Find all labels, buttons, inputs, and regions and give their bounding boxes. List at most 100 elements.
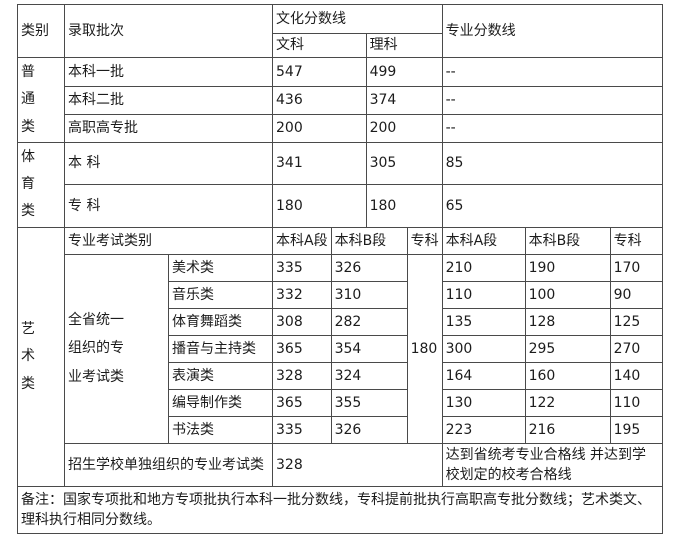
table-row: 普通类 本科一批 547 499 -- bbox=[17, 57, 663, 143]
batch-label: 专 科 bbox=[64, 184, 273, 228]
score: 355 bbox=[330, 388, 408, 417]
score: 326 bbox=[330, 415, 408, 444]
exam-group-provincial-text: 全省统一组织的专业考试类 bbox=[68, 311, 124, 386]
score: 300 bbox=[441, 334, 526, 363]
score-science: 305 bbox=[365, 141, 443, 186]
score-science: 499 bbox=[365, 57, 443, 87]
score: 223 bbox=[441, 415, 526, 444]
batch-label: 本科二批 bbox=[64, 85, 273, 115]
major-line-requirement: 达到省统考专业合格线 并达到学校划定的校考合格线 bbox=[441, 442, 663, 488]
header-culture-score-line: 文化分数线 bbox=[272, 4, 443, 34]
score: 324 bbox=[330, 361, 408, 390]
score: 122 bbox=[524, 388, 611, 417]
score: 310 bbox=[330, 280, 408, 309]
score-liberal: 341 bbox=[272, 141, 367, 186]
score: 100 bbox=[524, 280, 611, 309]
header-zhuanke-culture: 专科 bbox=[406, 226, 443, 255]
header-science: 理科 bbox=[365, 33, 443, 58]
table-row: 表演类 328 324 164 160 140 bbox=[18, 361, 663, 390]
score: 125 bbox=[609, 307, 663, 336]
score: 270 bbox=[609, 334, 663, 363]
exam-type-label: 播音与主持类 bbox=[168, 334, 273, 363]
table-row: 高职高专批 200 200 -- bbox=[18, 113, 663, 143]
score: 308 bbox=[272, 307, 332, 336]
table-row: 类别 录取批次 文化分数线 专业分数线 bbox=[17, 4, 663, 58]
table-row: 体育舞蹈类 308 282 135 128 125 bbox=[18, 307, 663, 336]
remark: 备注：国家专项批和地方专项批执行本科一批分数线，专科提前批执行高职高专批分数线；… bbox=[17, 486, 663, 534]
header-zhuanke-major: 专科 bbox=[609, 226, 663, 255]
score: 295 bbox=[524, 334, 611, 363]
header-benke-b-culture: 本科B段 bbox=[330, 226, 408, 255]
score-liberal: 200 bbox=[272, 113, 367, 143]
exam-type-label: 书法类 bbox=[168, 415, 273, 444]
score: 335 bbox=[272, 415, 332, 444]
score-major: -- bbox=[441, 85, 663, 115]
batch-label: 本 科 bbox=[64, 141, 273, 186]
score-science: 374 bbox=[365, 85, 443, 115]
table-row: 本科二批 436 374 -- bbox=[18, 85, 663, 115]
score: 354 bbox=[330, 334, 408, 363]
category-general: 普通类 bbox=[17, 57, 65, 143]
table-row: 体育类 本 科 341 305 85 bbox=[17, 141, 663, 228]
score-liberal: 547 bbox=[272, 57, 367, 87]
header-benke-a-culture: 本科A段 bbox=[272, 226, 332, 255]
score-science: 180 bbox=[365, 184, 443, 228]
score-zhuanke-merged: 180 bbox=[406, 253, 443, 444]
score-science: 200 bbox=[365, 113, 443, 143]
score-major: -- bbox=[441, 57, 663, 87]
score: 130 bbox=[441, 388, 526, 417]
table-row: 专 科 180 180 65 bbox=[18, 184, 663, 228]
category-general-text: 普通类 bbox=[21, 64, 35, 135]
score: 110 bbox=[609, 388, 663, 417]
category-sports-text: 体育类 bbox=[21, 148, 35, 220]
exam-type-label: 美术类 bbox=[168, 253, 273, 282]
table-row: 播音与主持类 365 354 300 295 270 bbox=[18, 334, 663, 363]
score-liberal: 436 bbox=[272, 85, 367, 115]
header-exam-type: 专业考试类别 bbox=[64, 226, 273, 255]
score: 164 bbox=[441, 361, 526, 390]
score: 365 bbox=[272, 334, 332, 363]
score: 216 bbox=[524, 415, 611, 444]
score: 90 bbox=[609, 280, 663, 309]
exam-type-label: 表演类 bbox=[168, 361, 273, 390]
score-liberal: 180 bbox=[272, 184, 367, 228]
score: 195 bbox=[609, 415, 663, 444]
score: 282 bbox=[330, 307, 408, 336]
header-benke-a-major: 本科A段 bbox=[441, 226, 526, 255]
category-arts: 艺术类 bbox=[17, 226, 65, 488]
score: 328 bbox=[272, 361, 332, 390]
score-table-body: 类别 录取批次 文化分数线 专业分数线 文科 理科 普通类 本科一批 547 499 -- 本科二批 4… bbox=[17, 4, 663, 534]
score: 328 bbox=[272, 442, 443, 488]
header-category: 类别 bbox=[17, 4, 65, 58]
category-arts-text: 艺术类 bbox=[21, 321, 35, 392]
table-row: 书法类 335 326 223 216 195 bbox=[18, 415, 663, 444]
table-row: 编导制作类 365 355 130 122 110 bbox=[18, 388, 663, 417]
table-row: 备注：国家专项批和地方专项批执行本科一批分数线，专科提前批执行高职高专批分数线；… bbox=[17, 486, 663, 534]
category-sports: 体育类 bbox=[17, 141, 65, 228]
score-major: -- bbox=[441, 113, 663, 143]
score-major: 65 bbox=[441, 184, 663, 228]
header-benke-b-major: 本科B段 bbox=[524, 226, 611, 255]
score: 365 bbox=[272, 388, 332, 417]
table-row: 音乐类 332 310 110 100 90 bbox=[18, 280, 663, 309]
score: 160 bbox=[524, 361, 611, 390]
exam-type-label: 音乐类 bbox=[168, 280, 273, 309]
exam-group-provincial: 全省统一组织的专业考试类 bbox=[64, 253, 169, 444]
score: 135 bbox=[441, 307, 526, 336]
table-row: 招生学校单独组织的专业考试类 328 达到省统考专业合格线 并达到学校划定的校考合格… bbox=[18, 442, 663, 488]
exam-group-school-organized: 招生学校单独组织的专业考试类 bbox=[64, 442, 273, 488]
table-row: 艺术类 专业考试类别 本科A段 本科B段 专科 本科A段 本科B段 专科 bbox=[17, 226, 663, 488]
score: 332 bbox=[272, 280, 332, 309]
score: 110 bbox=[441, 280, 526, 309]
header-liberal-arts: 文科 bbox=[272, 33, 367, 58]
score: 326 bbox=[330, 253, 408, 282]
batch-label: 本科一批 bbox=[64, 57, 273, 87]
score: 170 bbox=[609, 253, 663, 282]
score: 335 bbox=[272, 253, 332, 282]
header-major-score-line: 专业分数线 bbox=[441, 4, 663, 58]
score-table: 类别 录取批次 文化分数线 专业分数线 文科 理科 普通类 本科一批 547 499 -- 本科二批 4… bbox=[17, 4, 663, 534]
score: 190 bbox=[524, 253, 611, 282]
table-row: 全省统一组织的专业考试类 美术类 335 326 180 210 190 170 bbox=[18, 253, 663, 444]
exam-type-label: 编导制作类 bbox=[168, 388, 273, 417]
